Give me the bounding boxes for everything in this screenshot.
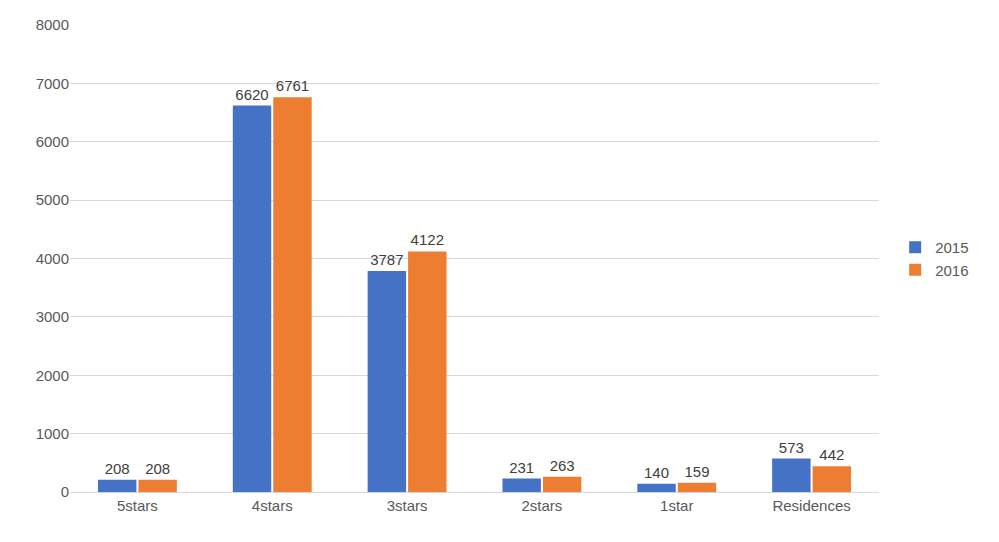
svg-text:2stars: 2stars (521, 497, 562, 514)
svg-text:2000: 2000 (36, 367, 69, 384)
svg-text:208: 208 (105, 460, 130, 477)
svg-text:4122: 4122 (411, 231, 444, 248)
svg-text:2015: 2015 (935, 239, 968, 256)
svg-text:573: 573 (779, 439, 804, 456)
svg-text:4000: 4000 (36, 250, 69, 267)
svg-text:7000: 7000 (36, 75, 69, 92)
svg-text:3000: 3000 (36, 308, 69, 325)
svg-text:140: 140 (644, 464, 669, 481)
svg-text:1star: 1star (660, 497, 693, 514)
svg-text:6620: 6620 (235, 86, 268, 103)
svg-text:442: 442 (819, 446, 844, 463)
svg-text:263: 263 (550, 457, 575, 474)
svg-text:208: 208 (145, 460, 170, 477)
svg-text:1000: 1000 (36, 425, 69, 442)
svg-text:3787: 3787 (370, 251, 403, 268)
svg-text:159: 159 (684, 463, 709, 480)
svg-text:5000: 5000 (36, 191, 69, 208)
svg-text:3stars: 3stars (387, 497, 428, 514)
svg-text:231: 231 (509, 459, 534, 476)
svg-text:4stars: 4stars (252, 497, 293, 514)
svg-text:2016: 2016 (935, 262, 968, 279)
svg-text:8000: 8000 (36, 16, 69, 33)
svg-text:Residences: Residences (772, 497, 850, 514)
svg-text:6000: 6000 (36, 133, 69, 150)
svg-text:6761: 6761 (276, 77, 309, 94)
svg-text:0: 0 (61, 483, 69, 500)
svg-text:5stars: 5stars (117, 497, 158, 514)
